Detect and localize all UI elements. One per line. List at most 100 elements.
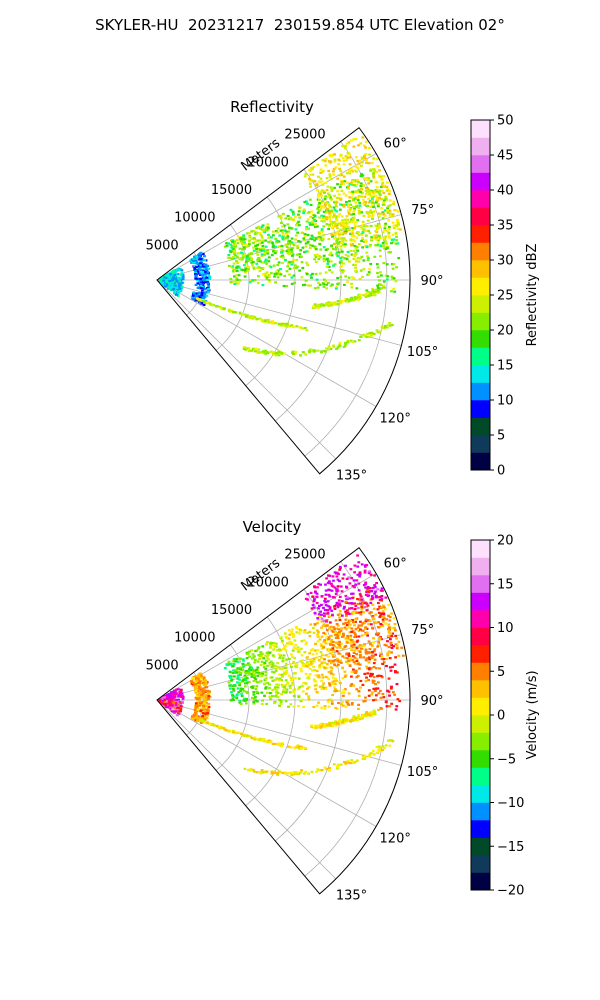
echo-gate <box>352 579 356 582</box>
echo-gate <box>296 246 300 249</box>
echo-gate <box>266 320 270 323</box>
echo-gate <box>341 145 345 148</box>
echo-gate <box>365 627 369 630</box>
echo-gate <box>347 692 351 695</box>
echo-gate <box>314 255 318 258</box>
echo-gate <box>271 662 275 665</box>
echo-gate <box>360 157 364 160</box>
echo-gate <box>376 608 380 611</box>
echo-gate <box>180 272 184 275</box>
echo-gate <box>198 679 201 682</box>
echo-gate <box>325 619 329 622</box>
colorbar-tick-label: 50 <box>497 114 514 129</box>
echo-gate <box>166 280 170 283</box>
echo-gate <box>350 646 354 649</box>
echo-gate <box>334 225 337 228</box>
echo-gate <box>299 647 303 650</box>
echo-gate <box>335 603 338 607</box>
echo-gate <box>394 209 398 212</box>
echo-gate <box>363 565 367 568</box>
echo-gate <box>354 620 357 623</box>
echo-gate <box>322 631 326 635</box>
echo-gate <box>306 665 309 668</box>
echo-gate <box>281 685 285 688</box>
echo-gate <box>231 247 235 250</box>
echo-gate <box>370 236 374 239</box>
echo-gate <box>256 660 260 663</box>
echo-gate <box>377 202 380 205</box>
echo-gate <box>345 637 349 640</box>
echo-gate <box>198 701 202 704</box>
echo-gate <box>377 283 381 286</box>
echo-gate <box>307 772 311 775</box>
echo-gate <box>320 350 323 353</box>
echo-gate <box>242 246 246 249</box>
echo-gate <box>357 589 361 592</box>
echo-gate <box>287 705 290 708</box>
echo-gate <box>385 705 389 708</box>
echo-gate <box>255 771 259 774</box>
echo-gate <box>378 279 381 282</box>
echo-gate <box>345 298 349 301</box>
echo-gate <box>339 228 342 231</box>
echo-gate <box>246 662 250 665</box>
echo-gate <box>381 181 385 184</box>
echo-gate <box>305 261 309 264</box>
echo-gate <box>204 716 208 719</box>
echo-gate <box>374 596 378 599</box>
echo-gate <box>372 641 375 644</box>
echo-gate <box>338 261 342 264</box>
echo-gate <box>292 352 296 356</box>
echo-gate <box>330 667 334 670</box>
echo-gate <box>339 170 343 173</box>
echo-gate <box>290 641 293 644</box>
echo-gate <box>370 590 373 593</box>
echo-gate <box>278 704 281 707</box>
echo-gate <box>204 694 207 697</box>
echo-gate <box>281 666 285 669</box>
echo-gate <box>368 199 372 203</box>
echo-gate <box>340 215 344 218</box>
echo-gate <box>286 251 290 254</box>
echo-gate <box>382 199 386 202</box>
echo-gate <box>355 170 358 173</box>
echo-gate <box>337 158 341 161</box>
echo-gate <box>197 673 201 676</box>
echo-gate <box>171 278 175 281</box>
echo-gate <box>274 642 278 645</box>
echo-gate <box>371 650 374 654</box>
echo-gate <box>328 175 332 178</box>
echo-gate <box>279 229 283 232</box>
echo-gate <box>367 271 371 274</box>
echo-gate <box>360 195 363 198</box>
echo-gate <box>356 179 359 182</box>
echo-gate <box>284 679 288 682</box>
echo-gate <box>378 637 382 640</box>
echo-gate <box>192 681 195 684</box>
echo-gate <box>383 214 387 217</box>
echo-gate <box>273 275 276 278</box>
echo-gate <box>329 643 333 646</box>
echo-gate <box>171 271 174 274</box>
echo-gate <box>241 239 245 242</box>
echo-gate <box>307 677 311 680</box>
echo-gate <box>297 696 301 699</box>
echo-gate <box>277 653 281 656</box>
echo-gate <box>386 245 390 248</box>
echo-gate <box>241 658 245 661</box>
colorbar-segment <box>471 260 490 278</box>
echo-gate <box>203 288 207 291</box>
echo-gate <box>326 248 329 251</box>
echo-gate <box>336 767 339 770</box>
echo-gate <box>361 603 364 606</box>
echo-gate <box>350 213 353 216</box>
echo-gate <box>176 293 180 296</box>
echo-gate <box>308 198 312 201</box>
echo-gate <box>242 690 246 693</box>
echo-gate <box>331 723 334 726</box>
echo-gate <box>328 204 332 207</box>
echo-gate <box>387 234 391 237</box>
echo-gate <box>304 643 308 646</box>
echo-gate <box>336 255 340 258</box>
echo-gate <box>364 652 368 655</box>
